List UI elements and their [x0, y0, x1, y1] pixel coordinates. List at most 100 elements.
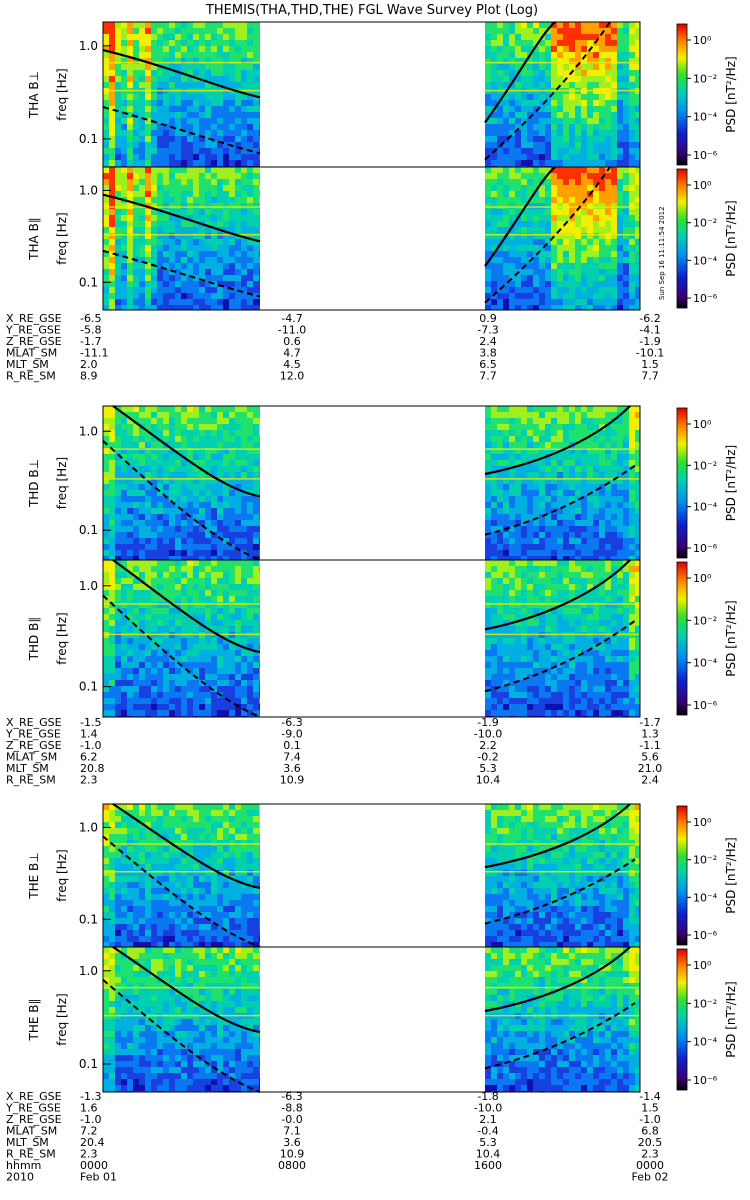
- y-tick-label: 1.0: [79, 820, 98, 834]
- ephemeris-value: 1.3: [641, 728, 659, 741]
- ephemeris-value: 1.5: [641, 358, 659, 371]
- colorbar-tick-label: 10⁻⁶: [693, 292, 718, 305]
- colorbar-tick-label: 10⁰: [693, 816, 712, 829]
- ephemeris-value: -0.4: [477, 1125, 498, 1138]
- ephemeris-value: -1.9: [477, 716, 498, 729]
- ephemeris-value: -1.9: [639, 335, 660, 348]
- colorbar-tick-label: 10⁰: [693, 34, 712, 47]
- ephemeris-value: -6.3: [281, 716, 302, 729]
- ephemeris-value: 5.3: [479, 1136, 497, 1149]
- spectrogram-panel-the-perp: 1.0 0.1 THE B⊥ freq [Hz] 10⁰ 10⁻² 10⁻⁴ 10⁻⁶ PSD …: [27, 803, 738, 948]
- ephemeris-value: -1.3: [80, 1090, 101, 1103]
- gyrofrequency-curve-dashed: [102, 21, 611, 161]
- colorbar-tick-label: 10⁻²: [693, 72, 717, 85]
- ephemeris-value: 4.5: [283, 358, 301, 371]
- ephemeris-value: 2.4: [479, 335, 497, 348]
- ephemeris-label: R_RE_SM: [6, 370, 56, 383]
- y-tick-label: 0.1: [79, 912, 98, 926]
- ephemeris-value: 6.2: [80, 751, 98, 764]
- ephemeris-block-2: X_RE_GSE -1.5 -6.3 -1.9 -1.7 Y_RE_GSE 1.4 -9.0 -…: [5, 716, 662, 787]
- gyrofrequency-curve-dashed: [102, 594, 636, 718]
- ephemeris-label: MLAT_SM: [6, 751, 57, 764]
- colorbar-tick-label: 10⁰: [693, 418, 712, 431]
- gyrofrequency-curve-solid: [102, 166, 556, 267]
- ephemeris-value: -6.3: [281, 1090, 302, 1103]
- colorbar: [676, 407, 688, 559]
- ephemeris-value: 6.8: [641, 1125, 659, 1138]
- ephemeris-label: X_RE_GSE: [6, 312, 62, 325]
- ephemeris-value: 6.5: [479, 358, 497, 371]
- ephemeris-value: Feb 02: [632, 1171, 669, 1184]
- ephemeris-value: -6.5: [80, 312, 101, 325]
- colorbar-tick-label: 10⁰: [693, 572, 712, 585]
- ephemeris-value: 2.3: [641, 1148, 659, 1161]
- ephemeris-value: 0000: [636, 1159, 664, 1172]
- panel-frame: [102, 166, 641, 311]
- ephemeris-value: -4.1: [639, 324, 660, 337]
- ephemeris-value: -0.2: [477, 751, 498, 764]
- ephemeris-value: -1.1: [639, 739, 660, 752]
- colorbar-label: PSD [nT²/Hz]: [724, 981, 738, 1057]
- gyrofrequency-curve-solid: [102, 21, 556, 124]
- ephemeris-value: -10.0: [474, 728, 502, 741]
- panel-frame: [102, 946, 641, 1093]
- ephemeris-value: -10.1: [636, 347, 664, 360]
- ephemeris-value: 10.9: [280, 774, 305, 787]
- ephemeris-value: 10.4: [476, 1148, 501, 1161]
- spectrogram-panel-tha-perp: 1.0 0.1 THA B⊥ freq [Hz] 10⁰ 10⁻² 10⁻⁴ 10⁻⁶ PSD …: [27, 21, 738, 168]
- ephemeris-value: 7.1: [283, 1125, 301, 1138]
- ephemeris-value: -9.0: [281, 728, 302, 741]
- ephemeris-value: 0.9: [479, 312, 497, 325]
- ephemeris-value: 12.0: [280, 370, 305, 383]
- colorbar-tick-label: 10⁻²: [693, 217, 717, 230]
- colorbar-tick-label: 10⁻⁴: [693, 501, 718, 514]
- ephemeris-value: -1.0: [639, 1113, 660, 1126]
- y-tick-label: 1.0: [79, 579, 98, 593]
- ephemeris-label: MLAT_SM: [6, 347, 57, 360]
- figure-title: THEMIS(THA,THD,THE) FGL Wave Survey Plot…: [205, 3, 538, 18]
- panel-label: THA B∥: [27, 217, 41, 261]
- ephemeris-value: 20.5: [638, 1136, 663, 1149]
- colorbar-tick-label: 10⁻⁴: [693, 891, 718, 904]
- ephemeris-value: 1.6: [80, 1102, 98, 1115]
- ephemeris-value: -7.3: [477, 324, 498, 337]
- colorbar-label: PSD [nT²/Hz]: [724, 600, 738, 676]
- spectrogram-panel-the-par: 1.0 0.1 THE B∥ freq [Hz] 10⁰ 10⁻² 10⁻⁴ 10⁻⁶ PSD …: [27, 946, 738, 1093]
- colorbar-tick-label: 10⁻²: [693, 459, 717, 472]
- panel-label: THE B⊥: [27, 852, 41, 899]
- ephemeris-label: Z_RE_GSE: [6, 739, 62, 752]
- ephemeris-value: -6.2: [639, 312, 660, 325]
- gyrofrequency-curve-dashed: [102, 166, 611, 304]
- ephemeris-value: 21.0: [638, 762, 663, 775]
- colorbar-label: PSD [nT²/Hz]: [724, 837, 738, 913]
- ephemeris-value: 0.1: [283, 739, 301, 752]
- ephemeris-value: 3.8: [479, 347, 497, 360]
- panel-label: THD B⊥: [27, 459, 41, 508]
- ephemeris-value: -1.0: [80, 739, 101, 752]
- colorbar-tick-label: 10⁰: [693, 959, 712, 972]
- panel-label: THE B∥: [27, 999, 41, 1042]
- ephemeris-value: 2.3: [80, 774, 98, 787]
- gyrofrequency-curve-solid: [112, 946, 631, 1034]
- y-tick-label: 0.1: [79, 275, 98, 289]
- y-tick-label: 1.0: [79, 424, 98, 438]
- ephemeris-block-3: X_RE_GSE -1.3 -6.3 -1.8 -1.4Y_RE_GSE 1.6 -8.8-…: [5, 1090, 668, 1184]
- ephemeris-block-1: X_RE_GSE -6.5 -4.7 0.9 -6.2 Y_RE_GSE -5.8 -11.0…: [5, 312, 664, 383]
- colorbar-label: PSD [nT²/Hz]: [724, 445, 738, 521]
- ephemeris-value: 7.4: [283, 751, 301, 764]
- colorbar: [676, 168, 688, 309]
- ephemeris-value: 0000: [80, 1159, 108, 1172]
- colorbar-tick-label: 10⁻⁴: [693, 1036, 718, 1049]
- ephemeris-value: -5.8: [80, 324, 101, 337]
- gyrofrequency-curve-dashed: [102, 835, 636, 948]
- gyrofrequency-curve-solid: [112, 803, 631, 889]
- panel-label: THD B∥: [27, 617, 41, 662]
- ephemeris-value: 3.6: [283, 762, 301, 775]
- ephemeris-value: 2.0: [80, 358, 98, 371]
- ephemeris-label: MLT_SM: [6, 358, 49, 371]
- ephemeris-label: Y_RE_GSE: [5, 324, 61, 337]
- ephemeris-value: 20.8: [80, 762, 105, 775]
- panel-label: THA B⊥: [27, 71, 41, 119]
- ephemeris-value: -11.0: [278, 324, 306, 337]
